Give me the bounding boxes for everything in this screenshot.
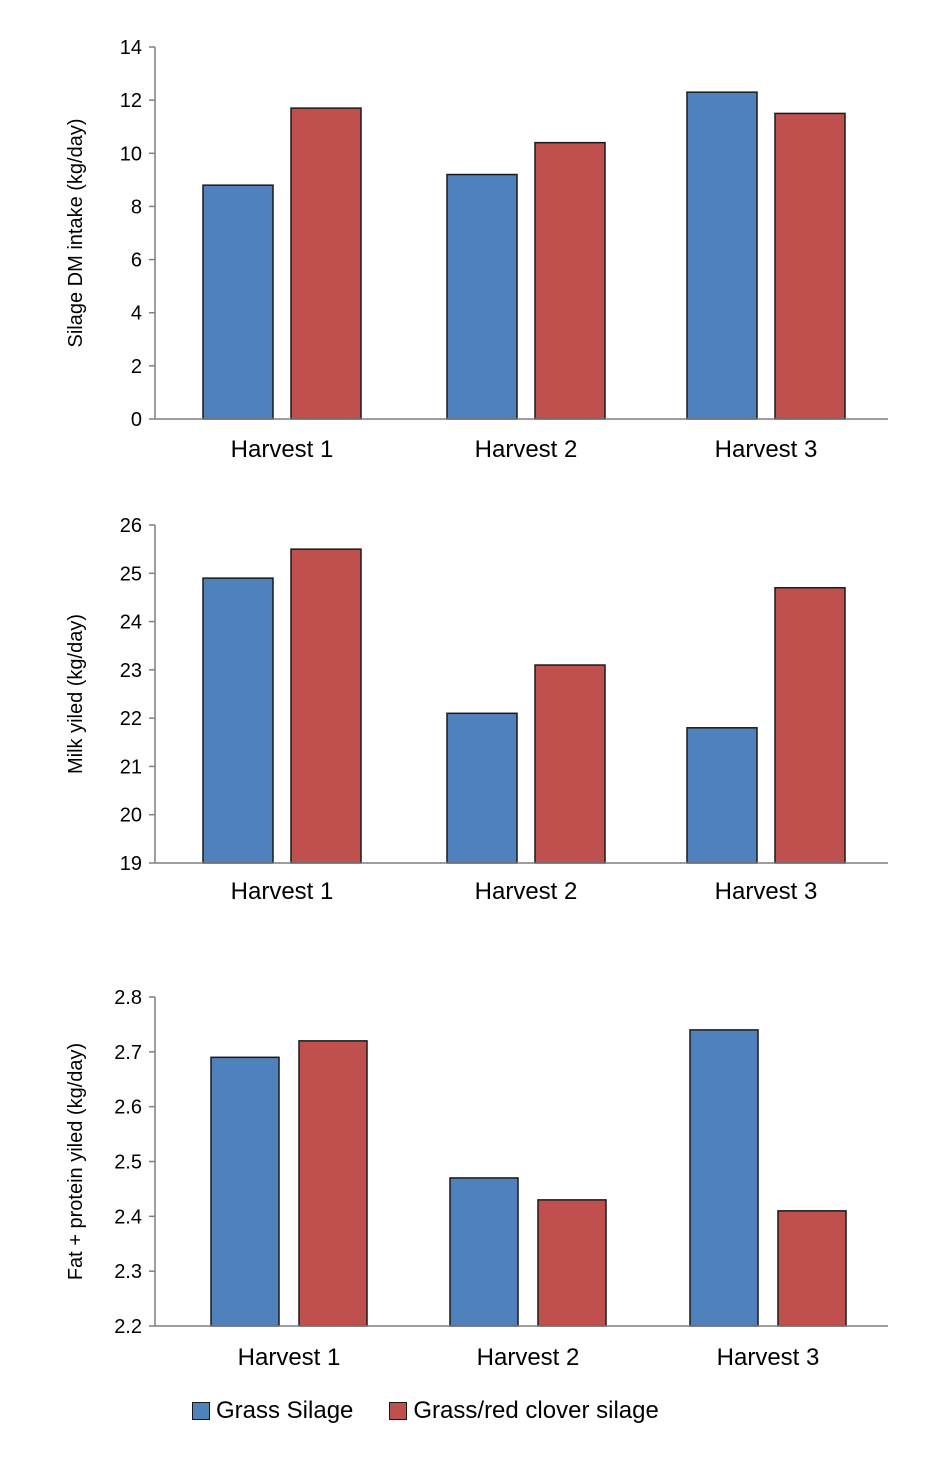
bar-panel2-harvest-1-series1 [202, 577, 274, 864]
y-tick-label-panel1-4: 6 [131, 250, 142, 272]
y-tick-label-panel3-3: 2.4 [114, 1206, 142, 1228]
y-tick-label-panel2-7: 25 [120, 563, 142, 585]
bar-panel2-harvest-1-series2 [290, 548, 362, 864]
y-tick-label-panel1-5: 8 [131, 196, 142, 218]
y-tick-label-panel1-6: 10 [120, 143, 142, 165]
x-tick-label-panel3-1: Harvest 1 [238, 1344, 341, 1371]
bar-panel2-harvest-2-series2 [534, 664, 606, 864]
y-axis-label-panel3: Fat + protein yiled (kg/day) [65, 1043, 87, 1280]
y-tick-label-panel3-5: 2.6 [114, 1097, 142, 1119]
y-tick-label-panel1-8: 14 [120, 37, 142, 59]
y-tick-label-panel1-2: 2 [131, 356, 142, 378]
chart-panel-2: Harvest 1 Harvest 2 Harvest 3 19 20 21 22 23 24 2… [65, 515, 888, 905]
y-tick-label-panel1-1: 0 [131, 409, 142, 431]
y-tick-label-panel3-2: 2.3 [114, 1261, 142, 1283]
legend: Grass Silage Grass/red clover silage [192, 1394, 659, 1428]
y-axis-label-panel1: Silage DM intake (kg/day) [65, 119, 87, 348]
legend-swatch-grass-silage [192, 1402, 210, 1420]
x-tick-label-panel1-3: Harvest 3 [715, 436, 818, 463]
bar-panel2-harvest-3-series2 [774, 587, 846, 864]
y-tick-label-panel3-7: 2.8 [114, 987, 142, 1009]
y-axis-label-panel2: Milk yiled (kg/day) [65, 614, 87, 774]
bar-panel3-harvest-2-series1 [449, 1177, 519, 1327]
bar-panel3-harvest-2-series2 [537, 1199, 607, 1327]
y-tick-label-panel2-1: 19 [120, 853, 142, 875]
bar-panel1-harvest-2-series1 [446, 173, 518, 420]
y-tick-label-panel2-3: 21 [120, 756, 142, 778]
bar-panel1-harvest-3-series2 [774, 112, 846, 420]
y-tick-label-panel2-4: 22 [120, 708, 142, 730]
bar-panel1-harvest-3-series1 [686, 91, 758, 420]
y-tick-label-panel3-4: 2.5 [114, 1152, 142, 1174]
x-tick-label-panel2-2: Harvest 2 [475, 878, 578, 905]
y-tick-label-panel3-6: 2.7 [114, 1042, 142, 1064]
bar-panel3-harvest-1-series2 [298, 1040, 368, 1327]
y-tick-label-panel2-5: 23 [120, 660, 142, 682]
bar-panel1-harvest-1-series2 [290, 107, 362, 420]
y-tick-label-panel1-3: 4 [131, 303, 142, 325]
legend-item-grass-red-clover-silage: Grass/red clover silage [389, 1397, 659, 1425]
y-tick-label-panel2-6: 24 [120, 612, 142, 634]
bar-panel3-harvest-1-series1 [210, 1056, 280, 1327]
x-tick-label-panel3-3: Harvest 3 [717, 1344, 820, 1371]
chart-panel-1: Harvest 1 Harvest 2 Harvest 3 0 2 4 6 8 10 12 14 Si… [65, 37, 888, 463]
y-tick-label-panel2-8: 26 [120, 515, 142, 537]
legend-item-grass-silage: Grass Silage [192, 1397, 353, 1425]
x-tick-label-panel1-1: Harvest 1 [231, 436, 334, 463]
legend-label-grass-red-clover-silage: Grass/red clover silage [413, 1397, 659, 1424]
x-tick-label-panel2-1: Harvest 1 [231, 878, 334, 905]
bar-panel3-harvest-3-series1 [689, 1029, 759, 1327]
legend-label-grass-silage: Grass Silage [216, 1397, 354, 1424]
bar-panel1-harvest-2-series2 [534, 141, 606, 420]
legend-swatch-grass-red-clover-silage [389, 1402, 408, 1420]
y-tick-label-panel1-7: 12 [120, 90, 142, 112]
bar-panel2-harvest-2-series1 [446, 712, 518, 864]
y-tick-label-panel2-2: 20 [120, 805, 142, 827]
chart-panel-3: Harvest 1 Harvest 2 Harvest 3 2.2 2.3 2.4 2.5 2… [65, 987, 888, 1371]
y-tick-label-panel3-1: 2.2 [114, 1316, 142, 1338]
x-tick-label-panel1-2: Harvest 2 [475, 436, 578, 463]
x-tick-label-panel3-2: Harvest 2 [477, 1344, 580, 1371]
bar-panel2-harvest-3-series1 [686, 727, 758, 864]
bar-panel1-harvest-1-series1 [202, 184, 274, 420]
x-tick-label-panel2-3: Harvest 3 [715, 878, 818, 905]
bar-panel3-harvest-3-series2 [777, 1210, 847, 1327]
